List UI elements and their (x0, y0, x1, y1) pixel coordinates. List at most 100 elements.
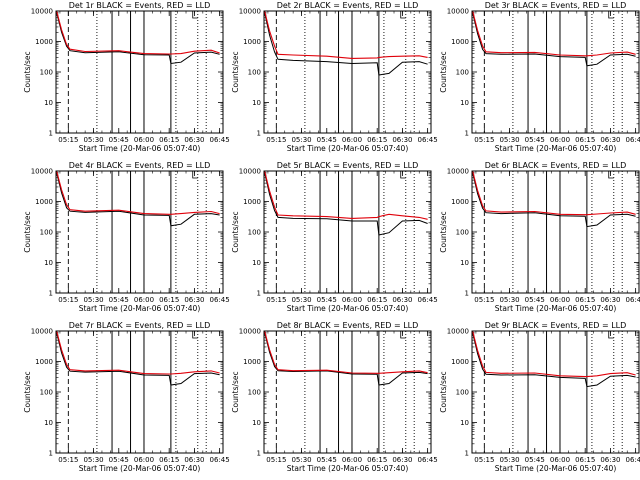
y-tick-label: 1 (49, 450, 53, 458)
y-tick-label: 10 (252, 259, 261, 267)
x-tick-label: 06:45 (418, 296, 438, 304)
y-tick-label: 1000 (35, 358, 53, 366)
plot-frame (263, 330, 432, 454)
panel-title: Det 6r BLACK = Events, RED = LLD (485, 161, 627, 170)
y-tick-label: 100 (456, 389, 469, 397)
lld-series-line (56, 330, 220, 375)
y-tick-label: 10 (44, 259, 53, 267)
x-tick-label: 05:30 (83, 456, 103, 464)
x-tick-label: 06:45 (210, 296, 230, 304)
y-tick-label: 10000 (31, 168, 53, 176)
x-tick-label: 05:30 (499, 456, 519, 464)
y-tick-label: 1 (465, 290, 469, 298)
y-tick-label: 10000 (239, 168, 261, 176)
y-tick-label: 10 (460, 259, 469, 267)
events-series-line (472, 332, 636, 388)
y-tick-label: 1 (257, 450, 261, 458)
y-tick-label: 100 (40, 389, 53, 397)
events-series-line (472, 12, 636, 67)
y-axis-label: Counts/sec (439, 51, 448, 92)
x-tick-label: 05:15 (58, 136, 78, 144)
panel-7: Det 7r BLACK = Events, RED = LLD 1 10 100 10… (23, 321, 230, 473)
x-tick-label: 05:45 (317, 456, 337, 464)
y-tick-label: 10000 (31, 328, 53, 336)
y-tick-label: 1 (49, 130, 53, 138)
y-tick-label: 100 (40, 69, 53, 77)
y-tick-label: 1000 (451, 358, 469, 366)
y-tick-label: 100 (40, 229, 53, 237)
x-tick-label: 06:00 (134, 136, 154, 144)
x-tick-label: 06:45 (626, 456, 640, 464)
y-tick-label: 10000 (31, 8, 53, 16)
panel-1: Det 1r BLACK = Events, RED = LLD 1 10 100 10… (23, 1, 230, 153)
y-tick-label: 100 (248, 69, 261, 77)
x-tick-label: 05:30 (291, 296, 311, 304)
x-axis-label: Start Time (20-Mar-06 05:07:40) (495, 144, 617, 153)
y-axis-label: Counts/sec (23, 211, 32, 252)
y-tick-label: 1000 (243, 198, 261, 206)
x-tick-label: 06:15 (159, 296, 179, 304)
panel-5: Det 5r BLACK = Events, RED = LLD 1 10 100 10… (231, 161, 438, 313)
lld-series-line (472, 10, 636, 57)
x-tick-label: 06:15 (367, 296, 387, 304)
x-tick-label: 05:30 (499, 136, 519, 144)
panel-title: Det 7r BLACK = Events, RED = LLD (69, 321, 211, 330)
panel-2: Det 2r BLACK = Events, RED = LLD 1 10 100 10… (231, 1, 438, 153)
x-tick-label: 06:15 (575, 456, 595, 464)
plot-frame (471, 170, 640, 294)
events-series-line (264, 172, 428, 236)
y-tick-label: 10000 (447, 328, 469, 336)
y-tick-label: 1 (465, 130, 469, 138)
x-axis-label: Start Time (20-Mar-06 05:07:40) (495, 464, 617, 473)
x-tick-label: 06:15 (367, 136, 387, 144)
panel-title: Det 2r BLACK = Events, RED = LLD (277, 1, 419, 10)
y-axis-label: Counts/sec (231, 51, 240, 92)
plot-frame (55, 330, 224, 454)
panel-8: Det 8r BLACK = Events, RED = LLD 1 10 100 10… (231, 321, 438, 473)
x-tick-label: 05:45 (109, 296, 129, 304)
events-series-line (56, 332, 220, 386)
x-tick-label: 05:45 (525, 136, 545, 144)
x-tick-label: 06:15 (159, 136, 179, 144)
y-tick-label: 10 (44, 99, 53, 107)
x-tick-label: 06:30 (184, 456, 204, 464)
panel-9: Det 9r BLACK = Events, RED = LLD 1 10 100 10… (439, 321, 640, 473)
x-axis-label: Start Time (20-Mar-06 05:07:40) (495, 304, 617, 313)
y-tick-label: 1000 (243, 358, 261, 366)
x-tick-label: 06:15 (159, 456, 179, 464)
x-axis-label: Start Time (20-Mar-06 05:07:40) (287, 144, 409, 153)
bracket-marker (400, 171, 406, 179)
plot-frame (55, 10, 224, 134)
x-tick-label: 05:15 (266, 136, 286, 144)
x-tick-label: 05:30 (83, 136, 103, 144)
x-tick-label: 06:45 (210, 136, 230, 144)
y-tick-label: 1 (257, 290, 261, 298)
x-tick-label: 06:30 (184, 136, 204, 144)
panel-title: Det 8r BLACK = Events, RED = LLD (277, 321, 419, 330)
y-tick-label: 1000 (243, 38, 261, 46)
x-tick-label: 06:45 (418, 456, 438, 464)
x-tick-label: 06:15 (575, 136, 595, 144)
x-axis-label: Start Time (20-Mar-06 05:07:40) (287, 464, 409, 473)
y-tick-label: 1000 (451, 198, 469, 206)
plot-frame (263, 170, 432, 294)
y-tick-label: 1 (49, 290, 53, 298)
lld-series-line (472, 170, 636, 216)
x-tick-label: 06:30 (184, 296, 204, 304)
x-tick-label: 05:30 (291, 136, 311, 144)
y-tick-label: 10000 (447, 168, 469, 176)
y-tick-label: 10 (460, 419, 469, 427)
x-tick-label: 05:15 (474, 136, 494, 144)
bracket-marker (192, 11, 198, 19)
plot-frame (471, 330, 640, 454)
x-tick-label: 05:45 (109, 136, 129, 144)
y-tick-label: 1 (257, 130, 261, 138)
panel-title: Det 5r BLACK = Events, RED = LLD (277, 161, 419, 170)
bracket-marker (192, 171, 198, 179)
x-tick-label: 05:15 (266, 296, 286, 304)
events-series-line (56, 12, 220, 65)
y-tick-label: 1 (465, 450, 469, 458)
x-tick-label: 06:30 (600, 456, 620, 464)
x-tick-label: 05:45 (317, 296, 337, 304)
lld-series-line (264, 170, 428, 220)
